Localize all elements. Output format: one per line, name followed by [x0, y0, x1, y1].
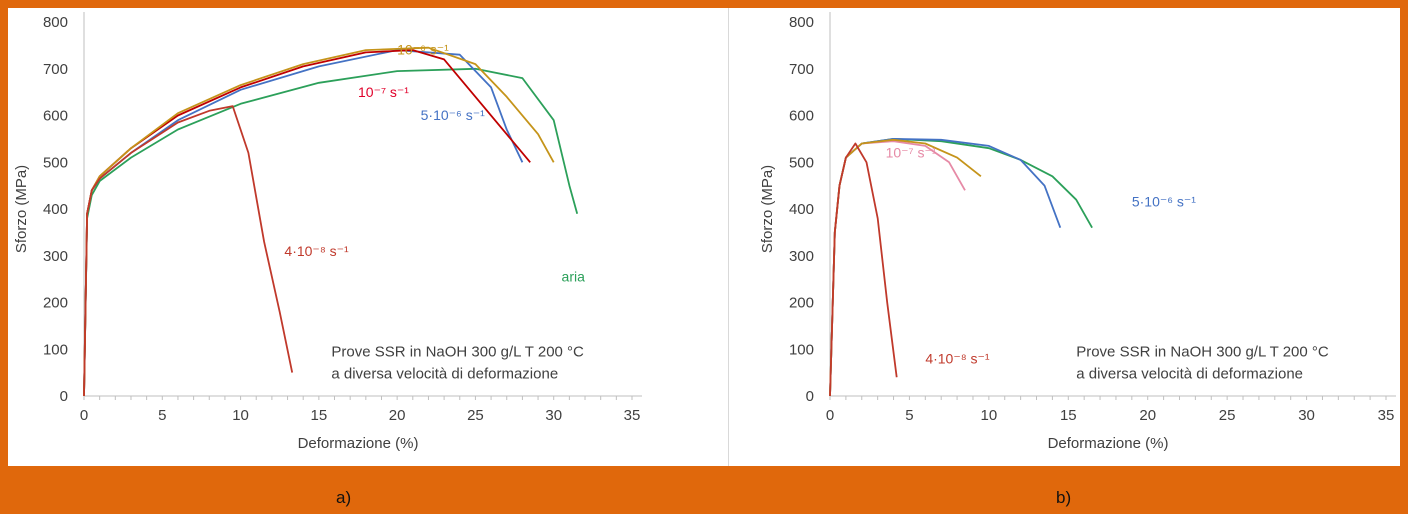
chart-a-series-label-4: 10⁻⁶ s⁻¹	[397, 42, 449, 58]
chart-a-series-label-1: 5·10⁻⁶ s⁻¹	[421, 107, 485, 123]
chart-b-x-tick-label: 10	[981, 407, 998, 424]
chart-a-series-line-4	[83, 105, 294, 397]
chart-b-x-tick-label: 25	[1219, 407, 1236, 424]
caption-a: a)	[336, 488, 352, 507]
chart-b-y-tick-label: 100	[789, 341, 814, 358]
chart-a-y-tick-label: 700	[43, 61, 68, 78]
caption-b: b)	[1056, 488, 1072, 507]
chart-b-annotation-line-0: Prove SSR in NaOH 300 g/L T 200 °C	[1076, 343, 1329, 360]
chart-a-x-tick-label: 0	[80, 407, 88, 424]
chart-b-series-line-4	[829, 142, 898, 397]
chart-b-y-axis-label: Sforzo (MPa)	[759, 165, 776, 253]
chart-a-y-tick-label: 800	[43, 14, 68, 31]
chart-a-y-tick-label: 300	[43, 248, 68, 265]
chart-b-x-tick-label: 0	[826, 407, 834, 424]
chart-b-y-tick-label: 300	[789, 248, 814, 265]
chart-a-x-tick-label: 10	[232, 407, 249, 424]
chart-a-y-tick-label: 500	[43, 154, 68, 171]
chart-b-y-tick-label: 500	[789, 154, 814, 171]
chart-b-y-tick-label: 600	[789, 108, 814, 125]
chart-a-y-axis-label: Sforzo (MPa)	[13, 165, 30, 253]
chart-a: 0 5 10 15 20 25 30 35 0 100 200 300 400 500 600 700 800 D…	[13, 12, 642, 452]
chart-a-x-tick-label: 15	[311, 407, 328, 424]
chart-a-x-tick-label: 5	[158, 407, 166, 424]
chart-b: 0 5 10 15 20 25 30 35 0 100 200 300 400 500 600 700 800 D…	[759, 12, 1396, 452]
figure-panel: 0 5 10 15 20 25 30 35 0 100 200 300 400 500 600 700 800 D…	[8, 8, 1400, 466]
chart-b-x-tick-label: 15	[1060, 407, 1077, 424]
chart-a-series-label-3: 4·10⁻⁸ s⁻¹	[284, 243, 349, 259]
chart-a-series-label-0: aria	[562, 268, 586, 284]
chart-a-annotation-line-1: a diversa velocità di deformazione	[331, 365, 558, 382]
chart-b-y-tick-label: 400	[789, 201, 814, 218]
chart-b-y-tick-label: 700	[789, 61, 814, 78]
panel-divider	[728, 8, 729, 466]
chart-a-y-tick-label: 100	[43, 341, 68, 358]
chart-a-x-tick-label: 30	[545, 407, 562, 424]
chart-a-series-label-2: 10⁻⁷ s⁻¹	[358, 84, 409, 100]
chart-b-x-tick-label: 35	[1378, 407, 1395, 424]
chart-a-y-tick-label: 0	[60, 388, 68, 405]
chart-b-x-axis-label: Deformazione (%)	[1048, 435, 1169, 452]
chart-a-x-tick-label: 35	[624, 407, 641, 424]
chart-a-x-tick-label: 20	[389, 407, 406, 424]
chart-a-y-tick-label: 600	[43, 108, 68, 125]
chart-b-annotation-line-1: a diversa velocità di deformazione	[1076, 365, 1303, 382]
chart-b-x-tick-label: 30	[1298, 407, 1315, 424]
chart-a-x-axis-label: Deformazione (%)	[298, 435, 419, 452]
chart-b-x-tick-label: 5	[905, 407, 913, 424]
chart-b-y-tick-label: 800	[789, 14, 814, 31]
chart-a-y-tick-label: 400	[43, 201, 68, 218]
chart-b-series-label-1: 10⁻⁷ s⁻¹	[886, 145, 937, 161]
chart-a-series-line-0	[83, 67, 579, 397]
chart-b-y-tick-label: 0	[806, 388, 814, 405]
chart-b-y-tick-label: 200	[789, 295, 814, 312]
chart-a-y-tick-label: 200	[43, 295, 68, 312]
chart-a-x-tick-label: 25	[467, 407, 484, 424]
chart-b-series-label-0: 5·10⁻⁶ s⁻¹	[1132, 194, 1196, 210]
chart-b-series-label-2: 4·10⁻⁸ s⁻¹	[925, 350, 990, 366]
chart-b-x-tick-label: 20	[1139, 407, 1156, 424]
chart-a-annotation-line-0: Prove SSR in NaOH 300 g/L T 200 °C	[331, 343, 584, 360]
